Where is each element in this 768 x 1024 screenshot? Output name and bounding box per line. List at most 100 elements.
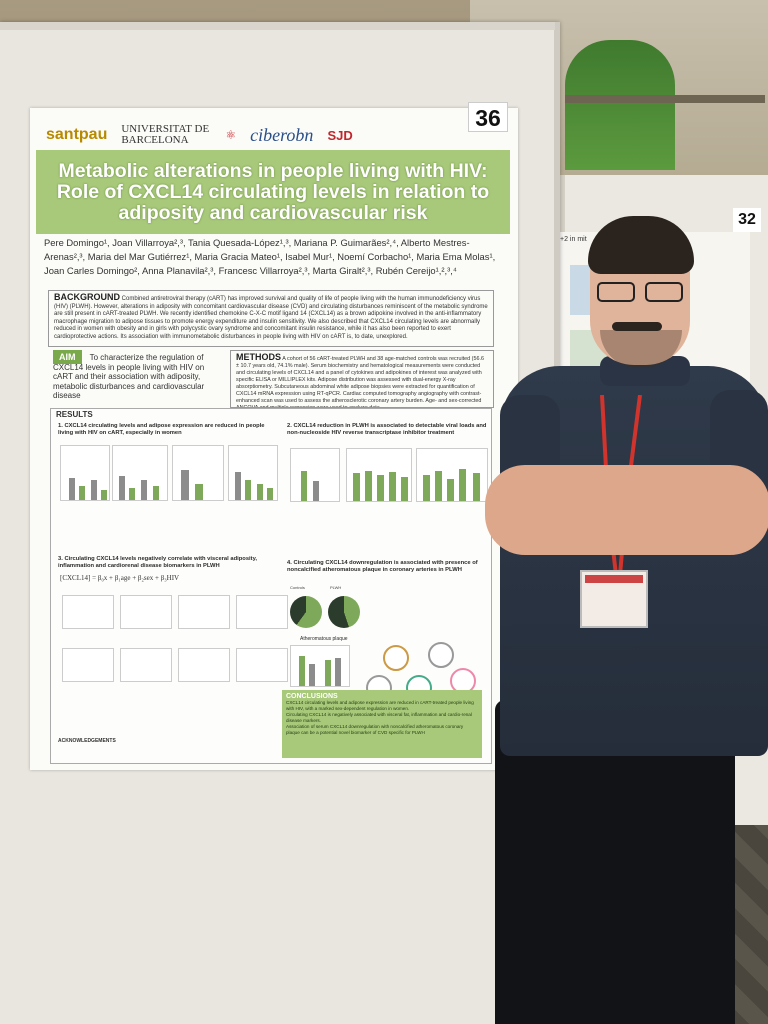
background-section: BACKGROUND Combined antiretroviral thera… xyxy=(48,290,494,347)
pie-label-controls: Controls xyxy=(290,586,305,590)
glasses-lens xyxy=(597,282,635,302)
chart-bar xyxy=(447,479,454,501)
acknowledgements-label: ACKNOWLEDGEMENTS xyxy=(58,738,116,744)
glasses-icon xyxy=(597,282,685,302)
result-3-heading: 3. Circulating CXCL14 levels negatively … xyxy=(58,556,257,569)
chart-bar xyxy=(153,486,159,500)
scatter-plot xyxy=(236,648,288,682)
chart-bar xyxy=(119,476,125,500)
conclusions-section: CONCLUSIONS CXCL14 circulating levels an… xyxy=(282,690,482,758)
result-2-chart xyxy=(416,448,488,502)
methods-label: METHODS xyxy=(236,352,281,362)
poster-affiliations xyxy=(44,275,504,289)
chart-bar xyxy=(129,488,135,500)
ciberobn-logo: ciberobn xyxy=(250,124,314,145)
chart-bar xyxy=(257,484,263,500)
result-2-caption xyxy=(287,508,487,552)
chart-bar xyxy=(235,472,241,500)
name-badge xyxy=(580,570,648,628)
background-label: BACKGROUND xyxy=(54,292,120,302)
scatter-plot xyxy=(178,648,230,682)
chart-bar xyxy=(401,477,408,501)
heart-icon xyxy=(428,642,454,668)
result-1-chart xyxy=(228,445,278,501)
poster-title: Metabolic alterations in people living w… xyxy=(56,159,490,224)
plaque-chart xyxy=(290,645,350,687)
background-garden-window xyxy=(565,40,675,170)
scatter-plot xyxy=(236,595,288,629)
conclusion-item: Circulating CXCL14 is negatively associa… xyxy=(286,712,472,723)
background-text: Combined antiretroviral therapy (cART) h… xyxy=(54,296,488,340)
result-2-heading: 2. CXCL14 reduction in PLWH is associate… xyxy=(287,423,487,436)
conclusions-label: CONCLUSIONS xyxy=(286,693,338,700)
fat-cell-icon xyxy=(450,668,476,694)
poster-number: 36 xyxy=(468,102,508,132)
poster-logos: santpau UNIVERSITAT DE BARCELONA ⚛ ciber… xyxy=(38,115,508,155)
scatter-plot xyxy=(120,648,172,682)
chart-bar xyxy=(389,472,396,501)
result-3-caption xyxy=(58,692,280,734)
chart-bar xyxy=(423,475,430,501)
crossed-arms xyxy=(485,465,768,555)
scatter-plot xyxy=(120,595,172,629)
scatter-plot xyxy=(62,595,114,629)
methods-section: METHODS A cohort of 56 cART-treated PLWH… xyxy=(230,350,494,408)
poster-board-frame xyxy=(0,22,555,30)
neighbor-poster-number: 32 xyxy=(733,208,761,232)
result-1-chart xyxy=(172,445,224,501)
result-2-chart xyxy=(290,448,340,502)
chart-bar xyxy=(101,490,107,500)
scatter-plot xyxy=(62,648,114,682)
chart-bar xyxy=(325,660,331,686)
universitat-barcelona-logo: UNIVERSITAT DE BARCELONA xyxy=(121,123,210,146)
methods-text: A cohort of 56 cART-treated PLWH and 38 … xyxy=(236,356,484,408)
chart-bar xyxy=(301,471,307,501)
santpau-logo: santpau xyxy=(46,126,108,143)
chart-bar xyxy=(377,475,384,501)
chart-bar xyxy=(473,473,480,501)
glasses-lens xyxy=(645,282,683,302)
chart-bar xyxy=(79,486,85,500)
molecule-icon: ⚛ xyxy=(225,128,237,142)
neighbor-poster-title: +2 in mit xyxy=(560,236,587,243)
chart-bar xyxy=(91,480,97,500)
sjd-logo: SJD xyxy=(327,127,353,143)
chart-bar xyxy=(195,484,203,500)
aim-label: AIM xyxy=(53,350,82,364)
chart-bar xyxy=(365,471,372,501)
result-2-chart xyxy=(346,448,412,502)
result-1-caption xyxy=(58,508,280,552)
chart-bar xyxy=(245,480,251,500)
chart-bar xyxy=(309,664,315,686)
person-mustache xyxy=(612,322,662,331)
conclusion-item: CXCL14 circulating levels and adipose ex… xyxy=(286,700,474,711)
chart-bar xyxy=(299,656,305,686)
conclusion-item: Association of serum CXCL14 downregulati… xyxy=(286,724,464,735)
chart-bar xyxy=(313,481,319,501)
poster-title-band: Metabolic alterations in people living w… xyxy=(36,150,510,234)
pie-label-plwh: PLWH xyxy=(330,586,342,590)
poster-authors: Pere Domingo¹, Joan Villarroya²,³, Tania… xyxy=(44,237,496,276)
result-4-caption xyxy=(370,590,485,638)
chart-bar xyxy=(69,478,75,500)
background-railing xyxy=(565,95,765,103)
pie-chart-plwh xyxy=(328,596,360,628)
chart-bar xyxy=(335,658,341,686)
result-4-heading: 4. Circulating CXCL14 downregulation is … xyxy=(287,560,478,573)
result-1-chart xyxy=(112,445,168,501)
aim-text: To characterize the regulation of CXCL14… xyxy=(53,353,205,400)
result-1-chart xyxy=(60,445,110,501)
person-hair xyxy=(588,216,694,274)
virus-icon xyxy=(383,645,409,671)
pie-chart-controls xyxy=(290,596,322,628)
chart-bar xyxy=(353,473,360,501)
result-1-heading: 1. CXCL14 circulating levels and adipose… xyxy=(58,423,265,436)
chart-bar xyxy=(141,480,147,500)
aim-section: AIM To characterize the regulation of CX… xyxy=(48,350,228,408)
chart-bar xyxy=(435,471,442,501)
badge-header xyxy=(585,575,643,583)
regression-formula: [CXCL14] = β₀x + β₁age + β₂sex + β₃HIV xyxy=(60,574,180,582)
chart-bar xyxy=(267,488,273,500)
scatter-plot xyxy=(178,595,230,629)
results-label: RESULTS xyxy=(56,410,93,419)
